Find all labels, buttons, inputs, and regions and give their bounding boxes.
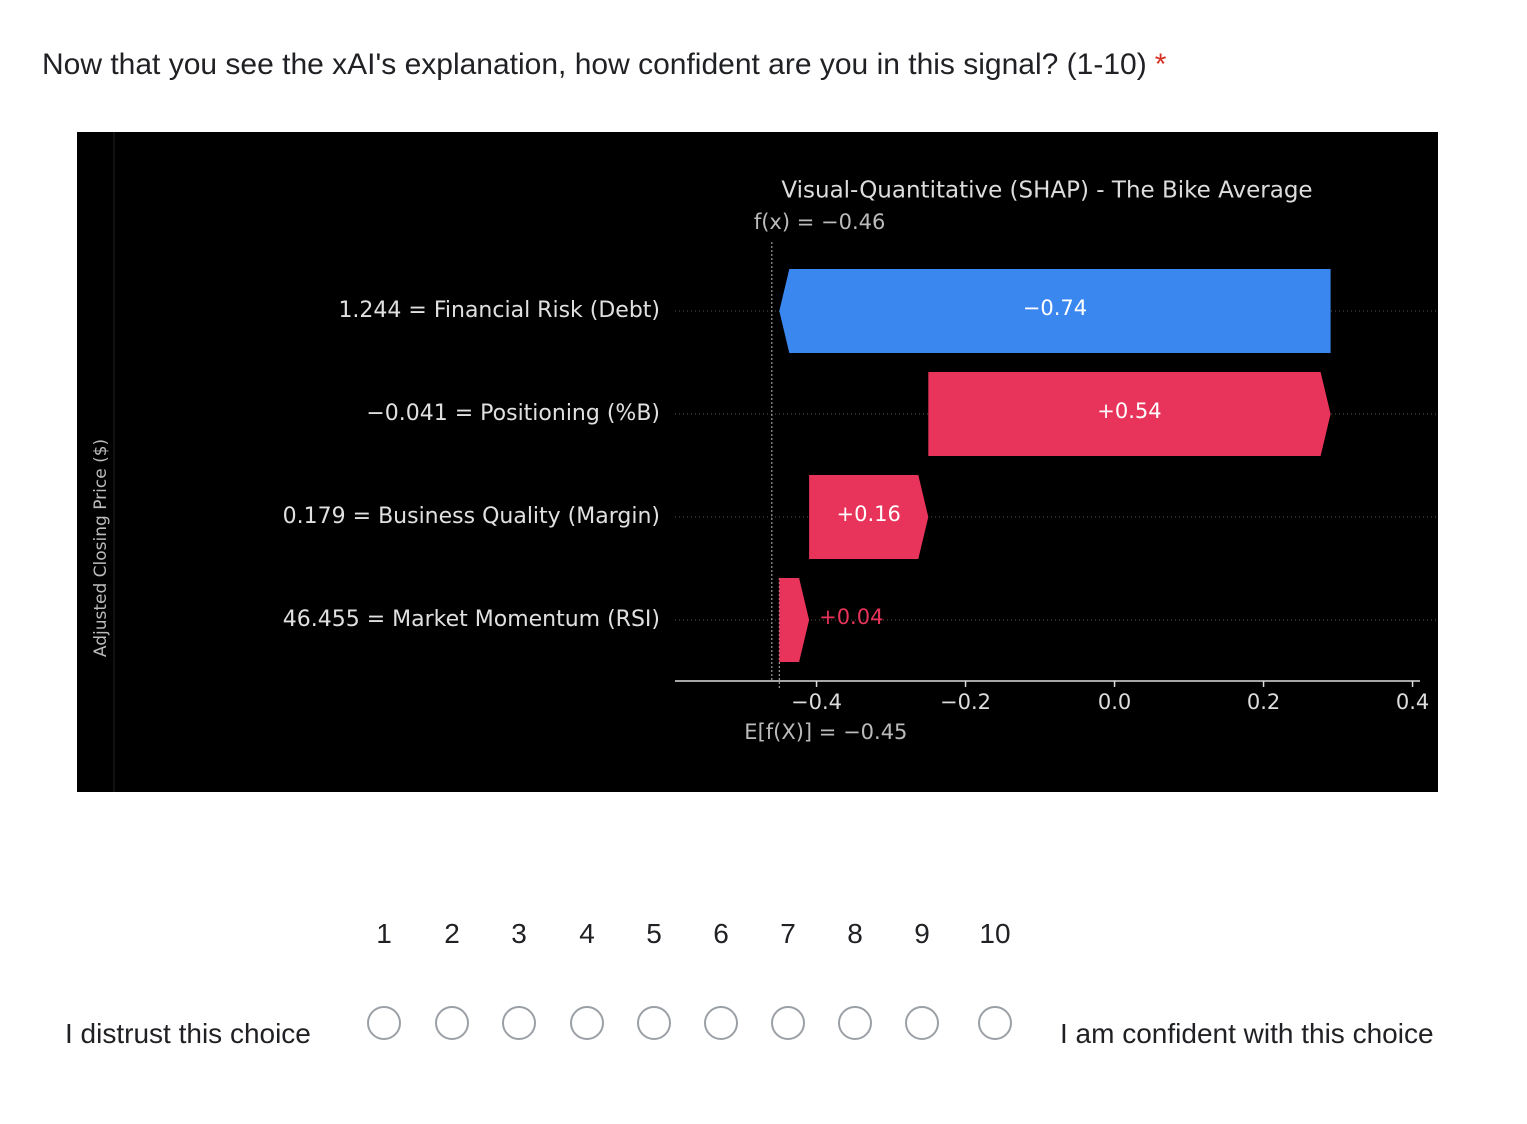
- radio-option[interactable]: [771, 1006, 805, 1040]
- base-label: E[f(X)] = −0.45: [744, 720, 907, 744]
- option-label: 7: [780, 918, 796, 949]
- value-label: +0.04: [819, 605, 883, 629]
- x-tick-label: 0.4: [1396, 690, 1429, 714]
- radio-option[interactable]: [367, 1006, 401, 1040]
- radio-option[interactable]: [838, 1006, 872, 1040]
- option-label: 6: [713, 918, 729, 949]
- bar: [928, 372, 1331, 456]
- chart-background: [77, 132, 1438, 792]
- question-text: Now that you see the xAI's explanation, …: [42, 48, 1147, 81]
- bar: [779, 269, 1331, 353]
- radio-option[interactable]: [978, 1006, 1012, 1040]
- fx-label: f(x) = −0.46: [754, 210, 886, 234]
- radio-option[interactable]: [905, 1006, 939, 1040]
- feature-label: −0.041 = Positioning (%B): [366, 401, 660, 426]
- y-axis-label: Adjusted Closing Price ($): [91, 439, 111, 657]
- x-tick-label: 0.0: [1098, 690, 1131, 714]
- x-tick-label: 0.2: [1247, 690, 1280, 714]
- option-label: 5: [646, 918, 662, 949]
- feature-label: 46.455 = Market Momentum (RSI): [283, 607, 660, 632]
- bar: [779, 578, 810, 662]
- option-label: 3: [511, 918, 527, 949]
- value-label: +0.54: [1097, 399, 1161, 423]
- radio-option[interactable]: [502, 1006, 536, 1040]
- radio-option[interactable]: [704, 1006, 738, 1040]
- option-label: 4: [579, 918, 595, 949]
- low-label: I distrust this choice: [65, 1018, 311, 1049]
- value-label: +0.16: [837, 502, 901, 526]
- bar: [809, 475, 929, 559]
- option-label: 9: [914, 918, 930, 949]
- x-tick-label: −0.2: [940, 690, 991, 714]
- feature-label: 1.244 = Financial Risk (Debt): [338, 298, 660, 323]
- option-label: 8: [847, 918, 863, 949]
- chart: Visual-Quantitative (SHAP) - The Bike Av…: [77, 132, 1438, 792]
- option-label: 2: [444, 918, 460, 949]
- feature-label: 0.179 = Business Quality (Margin): [283, 504, 660, 529]
- value-label: −0.74: [1023, 296, 1087, 320]
- chart-title: Visual-Quantitative (SHAP) - The Bike Av…: [781, 178, 1312, 204]
- option-label: 10: [979, 918, 1011, 949]
- radio-option[interactable]: [570, 1006, 604, 1040]
- radio-option[interactable]: [435, 1006, 469, 1040]
- radio-option[interactable]: [637, 1006, 671, 1040]
- x-tick-label: −0.4: [791, 690, 842, 714]
- option-label: 1: [376, 918, 392, 949]
- high-label: I am confident with this choice: [1060, 1018, 1434, 1049]
- question: Now that you see the xAI's explanation, …: [42, 48, 1166, 82]
- required-mark: *: [1154, 48, 1167, 81]
